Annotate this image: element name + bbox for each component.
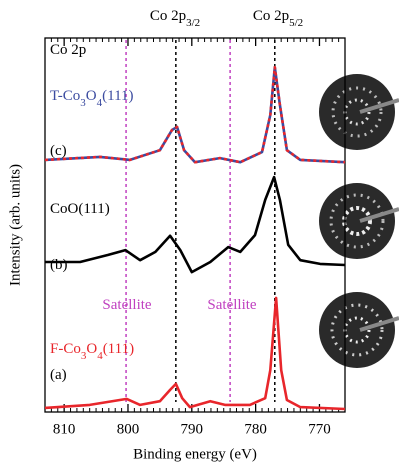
label-part: (a) [50, 367, 67, 383]
label-part: 4 [97, 350, 103, 362]
spectrum-dash [44, 65, 346, 164]
label-part: (b) [50, 257, 68, 273]
annotation: (c) [50, 143, 67, 159]
x-tick-label: 780 [244, 421, 267, 437]
spectrum [44, 296, 346, 411]
annotation: F-Co3O4(111) [50, 341, 134, 361]
leed-spots [331, 86, 383, 138]
label-part: 3 [80, 97, 86, 109]
peak-label: Co 2p3/2 [150, 8, 200, 28]
leed-spots [342, 206, 372, 236]
leed-spots [329, 193, 385, 249]
label-part: Co 2p [150, 8, 186, 24]
label-part: Co 2p [253, 8, 289, 24]
annotation: Satellite [102, 297, 151, 313]
leed-spots [330, 303, 384, 357]
plot-frame [44, 37, 346, 413]
leed-image [319, 74, 395, 150]
label-part: F-Co [50, 341, 81, 357]
label-part: Satellite [102, 297, 151, 313]
x-tick-label: 770 [308, 421, 331, 437]
leed-image [319, 292, 395, 368]
label-part: Co 2p [50, 42, 86, 58]
leed-image [319, 183, 395, 259]
leed-holder [359, 316, 399, 332]
label-part: CoO(111) [50, 201, 110, 217]
label-part: (111) [103, 341, 134, 357]
annotation: CoO(111) [50, 201, 110, 217]
leed-holder [359, 98, 399, 114]
label-part: 4 [97, 97, 103, 109]
spectrum [44, 65, 346, 164]
leed-holder [359, 207, 399, 223]
label-part: (c) [50, 143, 67, 159]
label-part: O [86, 88, 97, 104]
label-part: 3 [81, 350, 87, 362]
annotation: (b) [50, 257, 68, 273]
x-tick-label: 800 [117, 421, 140, 437]
x-axis-label: Binding energy (eV) [133, 446, 257, 462]
label-part: 3/2 [186, 17, 200, 29]
label-part: O [86, 341, 97, 357]
x-tick-label: 810 [53, 421, 76, 437]
x-tick-label: 790 [181, 421, 204, 437]
leed-images [319, 74, 399, 368]
y-axis-label: Intensity (arb. units) [7, 164, 23, 286]
peak-label: Co 2p5/2 [253, 8, 303, 28]
annotation: Co 2p [50, 42, 86, 58]
annotation: (a) [50, 367, 67, 383]
label-part: T-Co [50, 88, 80, 104]
annotation: Satellite [207, 297, 256, 313]
label-part: Satellite [207, 297, 256, 313]
spectrum [45, 175, 346, 274]
label-part: 5/2 [289, 17, 303, 29]
label-part: (111) [102, 88, 133, 104]
annotation: T-Co3O4(111) [50, 88, 134, 108]
